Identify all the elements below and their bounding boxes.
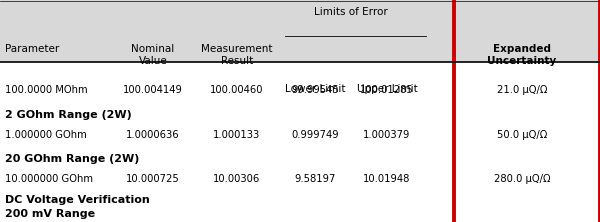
Text: 100.01285: 100.01285 [360,85,414,95]
Text: 9.58197: 9.58197 [295,174,335,184]
Text: 20 GOhm Range (2W): 20 GOhm Range (2W) [5,154,139,164]
Text: 100.004149: 100.004149 [123,85,183,95]
Text: 10.000000 GOhm: 10.000000 GOhm [5,174,93,184]
Text: 99.99545: 99.99545 [291,85,339,95]
Text: 21.0 μQ/Ω: 21.0 μQ/Ω [497,85,547,95]
Text: 10.01948: 10.01948 [364,174,410,184]
Text: 1.000133: 1.000133 [214,130,260,140]
Text: Measurement
Result: Measurement Result [201,44,273,66]
Text: 280.0 μQ/Ω: 280.0 μQ/Ω [494,174,550,184]
Text: DC Voltage Verification: DC Voltage Verification [5,195,149,205]
Text: Expanded
Uncertainty: Expanded Uncertainty [487,44,557,66]
Text: Limits of Error: Limits of Error [314,7,388,17]
Text: 0.999749: 0.999749 [291,130,339,140]
Text: 1.0000636: 1.0000636 [126,130,180,140]
Text: 100.0000 MOhm: 100.0000 MOhm [5,85,88,95]
Text: 1.000379: 1.000379 [364,130,410,140]
Text: Parameter: Parameter [5,44,59,54]
Text: Upper Limit: Upper Limit [356,84,418,94]
Bar [454,0,600,222]
Text: 2 GOhm Range (2W): 2 GOhm Range (2W) [5,110,131,120]
Text: 1.000000 GOhm: 1.000000 GOhm [5,130,86,140]
Text: 100.00460: 100.00460 [210,85,264,95]
Text: Nominal
Value: Nominal Value [131,44,175,66]
Text: 200 mV Range: 200 mV Range [5,209,95,219]
Text: 50.0 μQ/Ω: 50.0 μQ/Ω [497,130,547,140]
Text: 10.00306: 10.00306 [214,174,260,184]
Bar [0,0,600,62]
Text: Lower Limit: Lower Limit [285,84,345,94]
Text: 10.000725: 10.000725 [126,174,180,184]
